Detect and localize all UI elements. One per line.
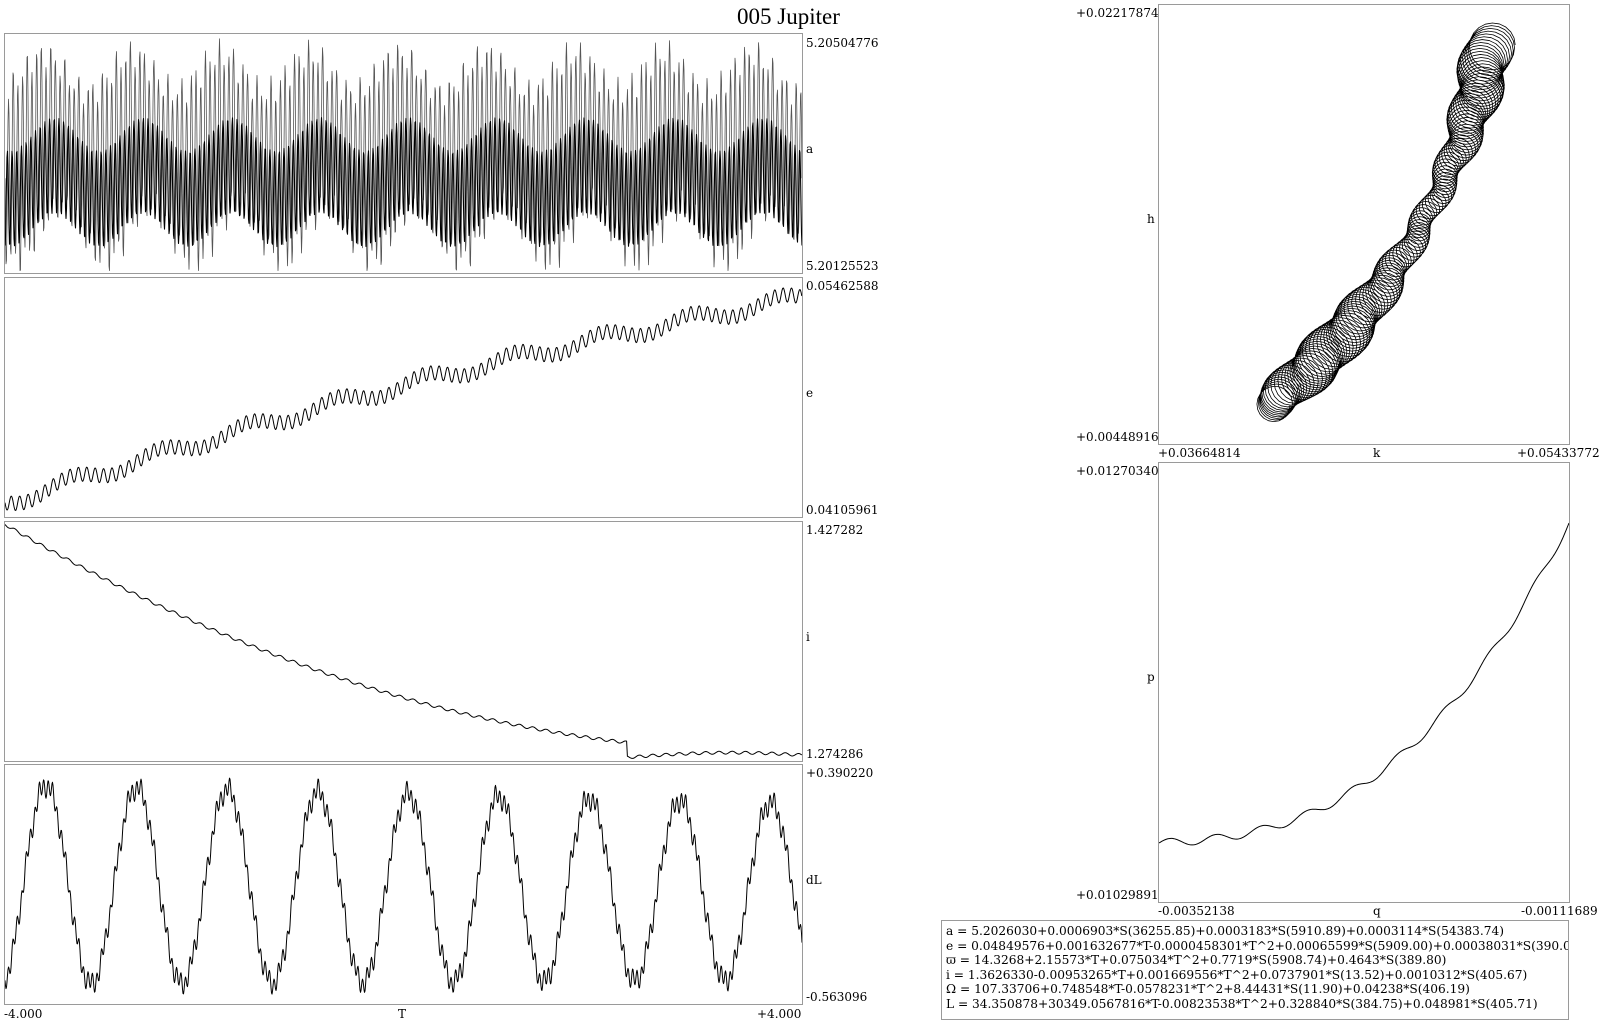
formula-e: e = 0.04849576+0.001632677*T-0.000045830… — [946, 938, 1569, 953]
plot-dl-series — [5, 777, 802, 995]
plot-a-ymax: 5.20504776 — [806, 36, 879, 50]
plot-pq-ymin: +0.01029891 — [1076, 888, 1159, 902]
plot-a-ylabel: a — [806, 142, 814, 156]
plot-pq-ymax: +0.01270340 — [1076, 464, 1159, 478]
plot-dl-ymax: +0.390220 — [806, 766, 874, 780]
plot-i-ymin: 1.274286 — [806, 747, 864, 761]
plot-i-ymax: 1.427282 — [806, 523, 864, 537]
formula-i: i = 1.3626330-0.00953265*T+0.001669556*T… — [946, 967, 1528, 982]
plot-pq-line — [1159, 522, 1569, 846]
time-axis-max: +4.000 — [757, 1007, 802, 1021]
formula-omega: Ω = 107.33706+0.748548*T-0.0578231*T^2+8… — [946, 982, 1470, 997]
plot-e-ymax: 0.05462588 — [806, 279, 879, 293]
plot-a-panel — [4, 33, 803, 274]
plot-pq-xlabel: q — [1373, 904, 1381, 918]
plot-hk-ymin: +0.00448916 — [1076, 430, 1159, 444]
plot-e-line — [5, 287, 802, 511]
chart-title: 005 Jupiter — [737, 4, 840, 29]
plot-pq-xmax: -0.00111689 — [1521, 904, 1598, 918]
time-axis-label: T — [398, 1007, 407, 1021]
formula-a: a = 5.2026030+0.0006903*S(36255.85)+0.00… — [946, 924, 1505, 938]
plot-hk-series — [1256, 22, 1516, 423]
plot-pq-series — [1159, 522, 1569, 846]
plot-a-line-dense — [5, 117, 802, 248]
plot-hk-ylabel: h — [1147, 212, 1155, 226]
plot-pq-ylabel: p — [1147, 670, 1155, 684]
plot-e-ymin: 0.04105961 — [806, 503, 879, 517]
plot-pq-xmin: -0.00352138 — [1158, 904, 1235, 918]
plot-i-panel — [4, 521, 803, 762]
plot-dl-line — [5, 777, 802, 995]
plot-hk-xlabel: k — [1373, 446, 1381, 460]
plot-i-line — [5, 524, 802, 759]
plot-hk-panel — [1158, 4, 1570, 445]
plot-e-ylabel: e — [806, 386, 814, 400]
plot-hk-xmax: +0.05433772 — [1517, 446, 1600, 460]
plot-a-ymin: 5.20125523 — [806, 259, 879, 273]
plot-hk-ymax: +0.02217874 — [1076, 6, 1159, 20]
plot-e-panel — [4, 277, 803, 518]
plot-a-line — [5, 38, 802, 272]
plot-dl-ymin: -0.563096 — [806, 990, 868, 1004]
plot-a-series — [5, 38, 802, 272]
plot-pq-panel — [1158, 462, 1570, 903]
plot-i-series — [5, 524, 802, 759]
plot-hk-line — [1256, 22, 1516, 423]
time-axis-min: -4.000 — [4, 1007, 43, 1021]
formula-l: L = 34.350878+30349.0567816*T-0.00823538… — [946, 996, 1538, 1011]
plot-e-series — [5, 287, 802, 511]
formula-varpi: ϖ = 14.3268+2.15573*T+0.075034*T^2+0.771… — [946, 953, 1447, 968]
plot-hk-xmin: +0.03664814 — [1158, 446, 1241, 460]
formula-box: a = 5.2026030+0.0006903*S(36255.85)+0.00… — [941, 920, 1569, 1020]
plot-dl-ylabel: dL — [806, 873, 822, 887]
plot-i-ylabel: i — [806, 630, 810, 644]
plot-dl-panel — [4, 764, 803, 1005]
